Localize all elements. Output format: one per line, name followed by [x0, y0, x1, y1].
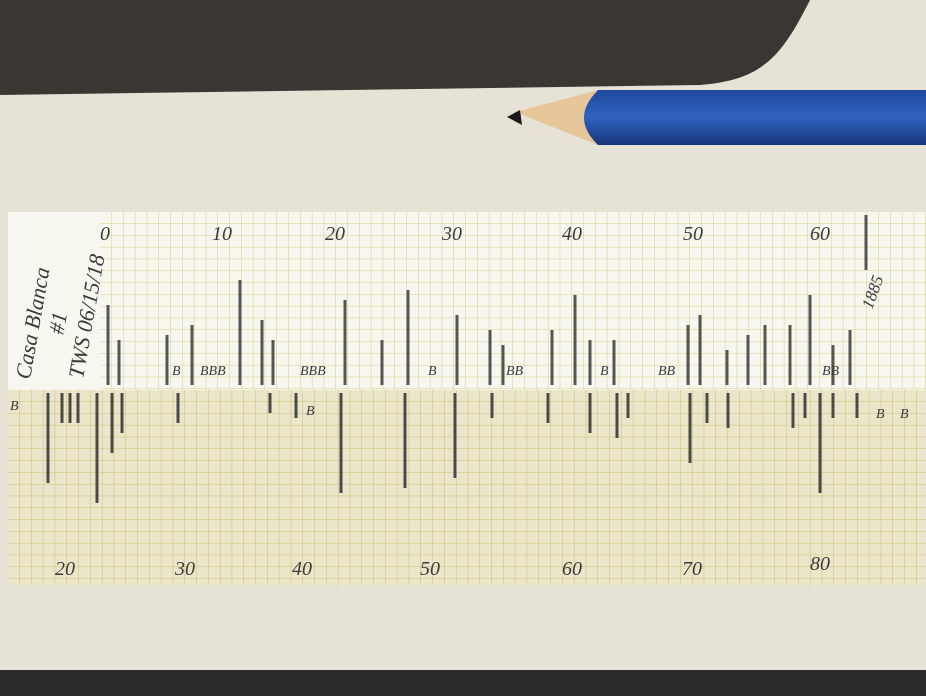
bottom-number: 70	[682, 558, 702, 580]
bottom-number: 20	[55, 558, 75, 580]
b-mark: B	[306, 404, 315, 419]
floor-edge	[0, 670, 926, 696]
leather-cover	[0, 0, 810, 95]
b-mark: B	[876, 407, 885, 422]
b-mark: BB	[822, 364, 840, 379]
top-number: 20	[325, 223, 345, 245]
top-number: 0	[100, 223, 110, 245]
top-number: 30	[441, 223, 462, 245]
bottom-number: 60	[562, 558, 582, 580]
b-mark: BBB	[300, 364, 326, 379]
b-mark: B	[900, 407, 909, 422]
bottom-number: 30	[174, 558, 195, 580]
bottom-grid	[8, 390, 926, 585]
photo: Casa Blanca #1 TWS 06/15/18 0 10 20 30 4…	[0, 0, 926, 696]
b-mark: B	[428, 364, 437, 379]
b-mark: BB	[658, 364, 676, 379]
bottom-number: 80	[810, 553, 830, 575]
top-number: 40	[562, 223, 582, 245]
b-mark: BBB	[200, 364, 226, 379]
b-mark: B	[172, 364, 181, 379]
page: Casa Blanca #1 TWS 06/15/18 0 10 20 30 4…	[0, 0, 926, 696]
top-number: 60	[810, 223, 830, 245]
bottom-number: 50	[420, 558, 440, 580]
top-number: 10	[212, 223, 232, 245]
top-number: 50	[683, 223, 703, 245]
bottom-number: 40	[292, 558, 312, 580]
b-mark: BB	[506, 364, 524, 379]
b-mark: B	[600, 364, 609, 379]
b-mark: B	[10, 399, 19, 414]
pencil-body	[579, 90, 926, 145]
tree-number: #1	[44, 310, 72, 336]
